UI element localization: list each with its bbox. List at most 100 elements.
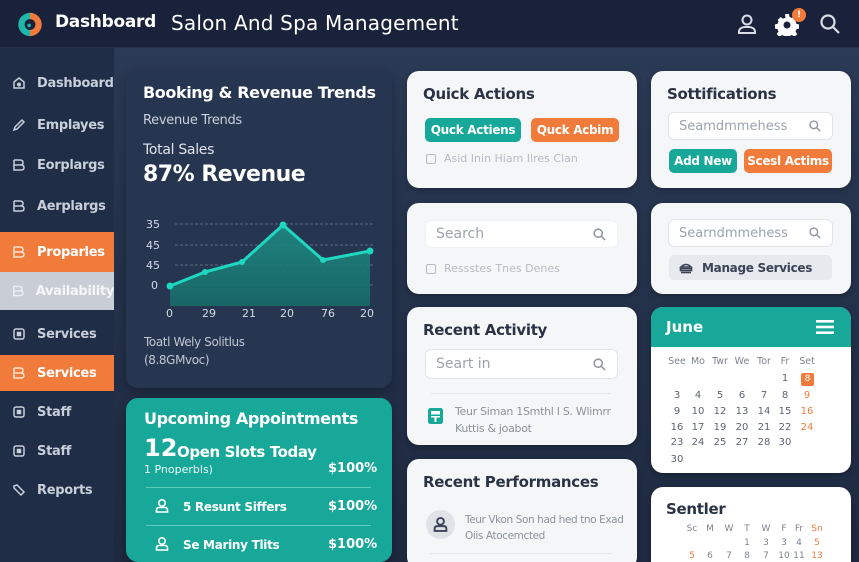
svg-text:20: 20: [360, 307, 374, 320]
divider: [430, 553, 612, 554]
home-icon: [13, 77, 25, 89]
b-icon: [13, 200, 25, 212]
svg-text:20: 20: [280, 307, 294, 320]
calendar-day[interactable]: 13: [735, 406, 749, 417]
calendar-day-weekend[interactable]: 13: [811, 551, 823, 561]
trends-subtitle: Revenue Trends: [143, 113, 242, 128]
search-icon[interactable]: [592, 357, 607, 372]
calendar-day[interactable]: 20: [735, 422, 749, 433]
revenue-trends-card: [126, 71, 392, 388]
appointment-row-value: $100%: [328, 537, 378, 552]
sidebar-item-aerplargs[interactable]: Aerplargs: [0, 188, 114, 224]
calendar-day[interactable]: 7: [726, 551, 732, 561]
calendar-day[interactable]: 9: [673, 406, 681, 417]
quick-action-button-2[interactable]: Quck Acbim: [531, 118, 619, 142]
calendar-day[interactable]: 7: [763, 551, 769, 561]
calendar-day[interactable]: 19: [713, 422, 727, 433]
appointment-row-value: $100%: [328, 499, 378, 514]
services-card: [651, 203, 851, 294]
select-actions-button[interactable]: Scesl Actims: [744, 149, 832, 173]
user-icon: [433, 516, 448, 532]
sidebar-item-services[interactable]: Services: [0, 316, 114, 352]
calendar-day[interactable]: 27: [735, 437, 749, 448]
quick-action-button-1[interactable]: Quck Actiens: [425, 118, 521, 142]
calendar-day[interactable]: 28: [757, 437, 771, 448]
calendar-day[interactable]: 3: [763, 538, 769, 548]
sidebar-item-staff[interactable]: Staff: [0, 394, 114, 430]
add-new-button[interactable]: Add New: [669, 149, 737, 173]
activity-search-input[interactable]: Seart in: [425, 349, 618, 379]
sidebar-item-services-active[interactable]: Services: [0, 355, 114, 391]
services-search-input[interactable]: Searndmmehess: [668, 219, 833, 247]
svg-text:0: 0: [166, 307, 173, 320]
open-slots-label: Open Slots Today: [177, 443, 317, 461]
calendar-day[interactable]: 24: [691, 437, 705, 448]
calendar-day[interactable]: 4: [694, 390, 702, 401]
calendar-day[interactable]: 5: [716, 390, 724, 401]
sidebar-item-availability[interactable]: Availability: [0, 272, 114, 310]
sidebar-item-dashboard[interactable]: Dashboard: [0, 65, 114, 101]
chart-points: [166, 221, 374, 290]
calendar-day[interactable]: 6: [707, 551, 713, 561]
menu-icon[interactable]: [816, 320, 834, 334]
calendar-day[interactable]: 12: [713, 406, 727, 417]
search-icon[interactable]: [808, 119, 822, 133]
brand-label[interactable]: Dashboard: [55, 12, 156, 32]
calendar-day[interactable]: 16: [670, 422, 684, 433]
calendar-day[interactable]: 3: [673, 390, 681, 401]
calendar-day[interactable]: 15: [778, 406, 792, 417]
manage-services-button[interactable]: Manage Services: [669, 255, 832, 280]
weekday-label: We: [734, 356, 750, 367]
x-axis-labels: 0 29 21 20 76 20: [166, 307, 374, 320]
calendar-day[interactable]: 25: [713, 437, 727, 448]
calendar-day[interactable]: 21: [757, 422, 771, 433]
calendar-day[interactable]: 4: [796, 538, 802, 548]
calendar-day[interactable]: 22: [778, 422, 792, 433]
calendar-day[interactable]: 11: [793, 551, 805, 561]
sidebar-item-staff-2[interactable]: Staff: [0, 433, 114, 469]
calendar-day-weekend[interactable]: 5: [814, 538, 820, 548]
clock-icon: [426, 153, 436, 164]
calendar-day[interactable]: 14: [757, 406, 771, 417]
calendar-day[interactable]: 3: [781, 538, 787, 548]
b-icon: [13, 246, 25, 258]
search-input[interactable]: Search: [425, 220, 618, 248]
calendar-day[interactable]: 1: [781, 373, 789, 384]
calendar-day[interactable]: 10: [691, 406, 705, 417]
page-title: Salon And Spa Management: [171, 11, 459, 35]
calendar-day[interactable]: 7: [760, 390, 768, 401]
sidebar-item-emplayes[interactable]: Emplayes: [0, 107, 114, 143]
calendar-day[interactable]: 23: [670, 437, 684, 448]
logo-icon: [18, 12, 42, 37]
sidebar-item-reports[interactable]: Reports: [0, 472, 114, 508]
calendar-day[interactable]: 30: [670, 454, 684, 465]
calendar-day-weekend[interactable]: 16: [800, 406, 814, 417]
notifications-search-placeholder: Seamdmmehess: [679, 118, 788, 134]
svg-text:76: 76: [321, 307, 335, 320]
calendar-day[interactable]: 8: [744, 551, 750, 561]
search-icon[interactable]: [592, 227, 607, 242]
tag-icon: [13, 484, 26, 497]
calendar-day[interactable]: 8: [781, 390, 789, 401]
divider: [146, 525, 371, 526]
calendar-day-weekend[interactable]: 9: [803, 390, 811, 401]
search-icon[interactable]: [808, 226, 822, 240]
calendar-day[interactable]: 6: [738, 390, 746, 401]
notifications-search-input[interactable]: Seamdmmehess: [668, 112, 833, 140]
sidebar-item-label: Proparles: [37, 244, 105, 260]
calendar-day-weekend[interactable]: 24: [800, 422, 814, 433]
calendar-day-selected[interactable]: 8: [801, 373, 814, 386]
search-icon[interactable]: [818, 12, 842, 36]
mini-calendar-title: Sentler: [666, 500, 726, 518]
weekday-label: W: [724, 524, 734, 534]
calendar-day[interactable]: 10: [778, 551, 790, 561]
calendar-day[interactable]: 30: [778, 437, 792, 448]
calendar-day[interactable]: 1: [744, 538, 750, 548]
performance-item-line2: Oiis Atocemcted: [465, 530, 545, 542]
user-icon[interactable]: [735, 12, 759, 36]
calendar-day[interactable]: 17: [691, 422, 705, 433]
sidebar-item-proparles[interactable]: Proparles: [0, 232, 114, 272]
sidebar-item-eorplargs[interactable]: Eorplargs: [0, 147, 114, 183]
calendar-day-weekend[interactable]: 5: [689, 551, 695, 561]
trends-footer-line2: (8.8GMvoc): [144, 353, 210, 367]
